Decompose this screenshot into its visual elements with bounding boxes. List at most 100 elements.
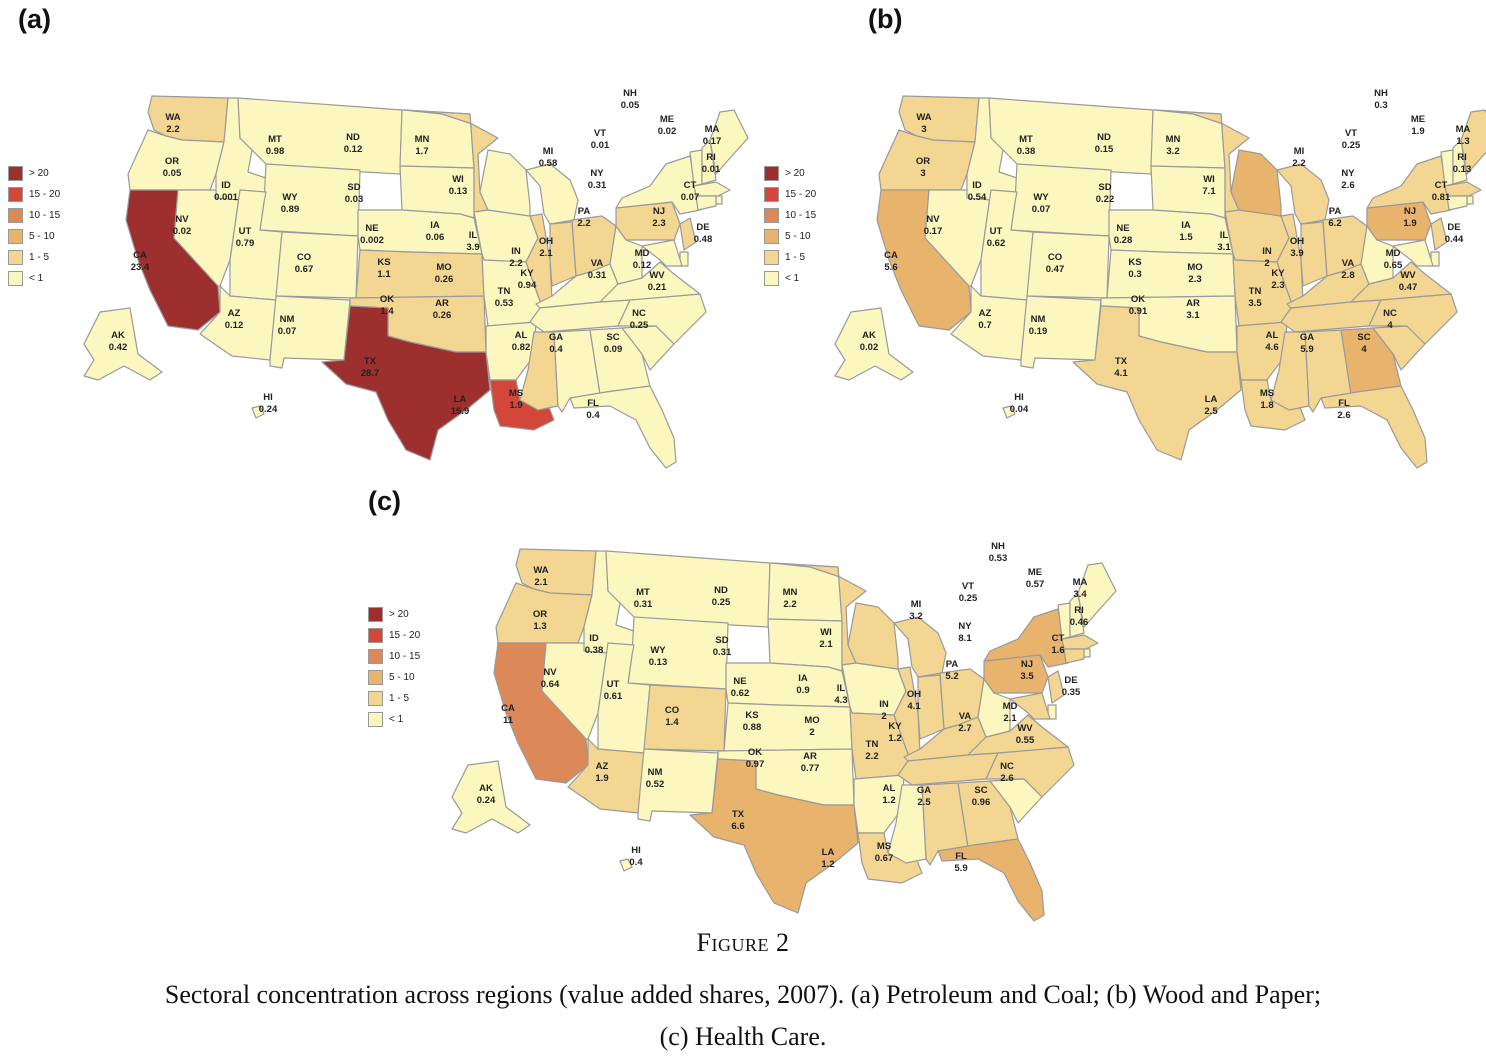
legend-item: 5 - 10 xyxy=(8,226,60,247)
state-value-ri: 0.13 xyxy=(1453,164,1472,175)
state-code-mt: MT xyxy=(636,587,650,598)
state-code-ar: AR xyxy=(1186,298,1200,309)
legend-label: 15 - 20 xyxy=(389,630,421,641)
state-code-mn: MN xyxy=(1166,134,1181,145)
state-code-in: IN xyxy=(511,246,521,257)
state-value-me: 1.9 xyxy=(1411,126,1424,137)
state-value-nd: 0.25 xyxy=(712,597,731,608)
legend-panel-b: > 20 15 - 20 10 - 15 5 - 10 1 - 5 < 1 xyxy=(764,163,816,289)
state-value-fl: 0.4 xyxy=(586,410,600,421)
state-code-ny: NY xyxy=(1341,168,1355,179)
state-wi xyxy=(1230,149,1282,217)
state-code-nh: NH xyxy=(1374,88,1388,99)
state-value-sd: 0.03 xyxy=(345,194,364,205)
state-me xyxy=(1077,562,1117,628)
state-code-vt: VT xyxy=(962,581,974,592)
state-me xyxy=(1460,109,1486,175)
state-code-ca: CA xyxy=(884,250,898,261)
state-code-ar: AR xyxy=(435,298,449,309)
state-code-co: CO xyxy=(665,705,679,716)
state-value-oh: 4.1 xyxy=(907,701,921,712)
state-value-ok: 0.97 xyxy=(746,759,765,770)
state-code-nh: NH xyxy=(623,88,637,99)
legend-label: 1 - 5 xyxy=(785,252,806,263)
legend-label: 5 - 10 xyxy=(389,672,415,683)
state-value-id: 0.001 xyxy=(214,192,238,203)
state-code-ak: AK xyxy=(479,783,493,794)
map-panel-c: WA2.1OR1.3CA11NV0.64ID0.38MT0.31WY0.13UT… xyxy=(451,541,1117,922)
legend-item: 10 - 15 xyxy=(8,205,60,226)
state-tx xyxy=(1072,305,1242,461)
state-code-co: CO xyxy=(1048,252,1062,263)
figure-title: Figure 2 xyxy=(696,928,790,957)
state-code-in: IN xyxy=(1262,246,1272,257)
state-ma xyxy=(693,181,731,197)
state-value-mo: 2 xyxy=(809,727,814,738)
state-value-sc: 0.09 xyxy=(604,344,623,355)
state-code-ne: NE xyxy=(365,223,378,234)
state-value-ut: 0.62 xyxy=(987,238,1006,249)
state-value-de: 0.35 xyxy=(1062,687,1081,698)
state-value-il: 4.3 xyxy=(834,695,847,706)
legend-swatch xyxy=(8,250,23,265)
state-code-oh: OH xyxy=(1290,236,1304,247)
state-value-nc: 2.6 xyxy=(1000,773,1013,784)
legend-swatch xyxy=(8,187,23,202)
figure-caption-line1: Sectoral concentration across regions (v… xyxy=(164,980,1322,1009)
state-value-wa: 3 xyxy=(921,124,926,135)
state-code-nc: NC xyxy=(1000,761,1014,772)
state-code-mo: MO xyxy=(436,262,451,273)
state-value-nh: 0.05 xyxy=(621,100,640,111)
state-value-ca: 11 xyxy=(503,715,514,726)
legend-label: 15 - 20 xyxy=(29,189,61,200)
legend-item: 10 - 15 xyxy=(368,646,420,667)
map-panel-b: WA3OR3CA5.6NV0.17ID0.54MT0.38WY0.07UT0.6… xyxy=(834,88,1486,469)
state-me xyxy=(709,109,749,175)
state-hi xyxy=(1002,405,1016,419)
state-code-tn: TN xyxy=(866,739,879,750)
state-value-ks: 0.3 xyxy=(1128,269,1141,280)
legend-label: 5 - 10 xyxy=(29,231,55,242)
legend-swatch xyxy=(368,607,383,622)
state-value-wy: 0.07 xyxy=(1032,204,1051,215)
state-value-ar: 0.26 xyxy=(433,310,452,321)
state-code-nm: NM xyxy=(280,314,295,325)
state-nj xyxy=(679,217,697,251)
state-value-ms: 1.9 xyxy=(509,400,522,411)
state-code-ny: NY xyxy=(590,168,604,179)
state-code-ri: RI xyxy=(706,152,716,163)
state-code-or: OR xyxy=(916,156,930,167)
state-code-ga: GA xyxy=(917,785,931,796)
state-code-mo: MO xyxy=(1187,262,1202,273)
state-value-pa: 6.2 xyxy=(1328,218,1341,229)
state-value-ms: 1.8 xyxy=(1260,400,1273,411)
state-code-ky: KY xyxy=(1271,268,1285,279)
state-value-me: 0.02 xyxy=(658,126,677,137)
state-code-ma: MA xyxy=(1073,577,1088,588)
state-value-va: 2.8 xyxy=(1341,270,1354,281)
state-value-ny: 8.1 xyxy=(958,633,972,644)
state-code-mn: MN xyxy=(415,134,430,145)
state-value-wa: 2.1 xyxy=(534,577,548,588)
state-value-sd: 0.31 xyxy=(713,647,732,658)
state-code-il: IL xyxy=(837,683,846,694)
state-code-wi: WI xyxy=(452,174,464,185)
state-la xyxy=(857,832,923,884)
state-value-mi: 2.2 xyxy=(1292,158,1305,169)
state-value-wv: 0.21 xyxy=(648,282,667,293)
legend-label: 10 - 15 xyxy=(785,210,817,221)
state-value-tx: 28.7 xyxy=(361,368,380,379)
state-value-wv: 0.47 xyxy=(1399,282,1418,293)
state-code-la: LA xyxy=(454,394,467,405)
state-value-md: 2.1 xyxy=(1003,713,1017,724)
state-code-pa: PA xyxy=(578,206,591,217)
state-value-il: 3.9 xyxy=(466,242,479,253)
state-value-la: 15.9 xyxy=(451,406,470,417)
state-value-tx: 6.6 xyxy=(731,821,744,832)
state-value-ma: 0.17 xyxy=(703,136,722,147)
legend-label: 1 - 5 xyxy=(29,252,50,263)
state-value-oh: 2.1 xyxy=(539,248,553,259)
state-value-ga: 5.9 xyxy=(1300,344,1313,355)
state-code-sc: SC xyxy=(974,785,987,796)
state-code-va: VA xyxy=(959,711,972,722)
